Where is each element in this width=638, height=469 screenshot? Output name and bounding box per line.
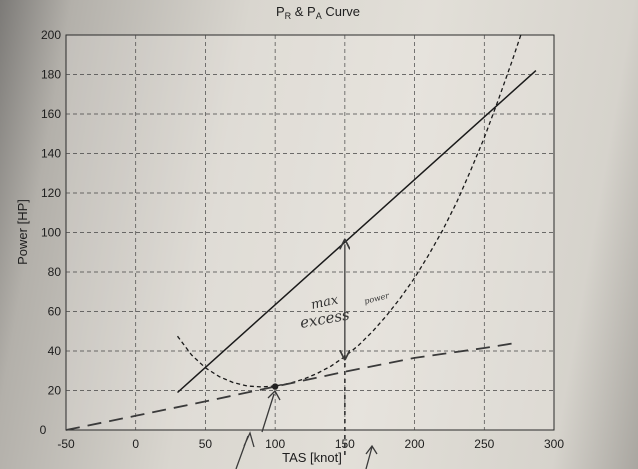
series-tangent-line xyxy=(65,342,516,431)
series-power-required xyxy=(176,34,522,388)
y-axis-title: Power [HP] xyxy=(15,199,30,265)
y-tick-label: 60 xyxy=(48,305,62,319)
origin-label: 0 xyxy=(40,423,47,437)
y-tick-label: 140 xyxy=(41,147,61,161)
title-amp: & xyxy=(291,4,307,19)
title-p1: P xyxy=(276,4,285,19)
x-axis-title: TAS [knot] xyxy=(282,450,342,465)
handwritten-annotations: max excess power xyxy=(235,244,391,469)
y-tick-label: 20 xyxy=(48,384,62,398)
chart-title: PR & PA Curve xyxy=(276,4,360,21)
x-tick-label: -50 xyxy=(57,437,75,451)
pen-stroke-right xyxy=(365,444,378,469)
y-tick-label: 200 xyxy=(41,28,61,42)
handwriting-max: max xyxy=(310,292,341,313)
pen-stroke-min xyxy=(261,389,281,433)
x-tick-label: 250 xyxy=(474,437,494,451)
series-lines xyxy=(65,34,537,431)
y-tick-label: 80 xyxy=(48,265,62,279)
title-sub-r: R xyxy=(285,11,292,21)
series-power-available xyxy=(176,70,537,394)
title-rest: Curve xyxy=(322,4,360,19)
x-tick-label: 50 xyxy=(199,437,213,451)
y-tick-label: 100 xyxy=(41,226,61,240)
y-tick-label: 120 xyxy=(41,186,61,200)
title-sub-a: A xyxy=(316,11,322,21)
x-tick-label: 0 xyxy=(132,437,139,451)
minimum-power-point xyxy=(271,383,279,390)
x-tick-label: 100 xyxy=(265,437,285,451)
y-tick-label: 40 xyxy=(48,344,62,358)
y-tick-label: 160 xyxy=(41,107,61,121)
x-tick-label: 200 xyxy=(405,437,425,451)
x-tick-label: 300 xyxy=(544,437,564,451)
axis-ticks: -50 0 50 100 150 200 250 3002040608010012014016… xyxy=(41,28,564,451)
pen-stroke-left xyxy=(235,431,255,469)
grid xyxy=(66,35,554,430)
title-p2: P xyxy=(307,4,316,19)
y-tick-label: 180 xyxy=(41,68,61,82)
